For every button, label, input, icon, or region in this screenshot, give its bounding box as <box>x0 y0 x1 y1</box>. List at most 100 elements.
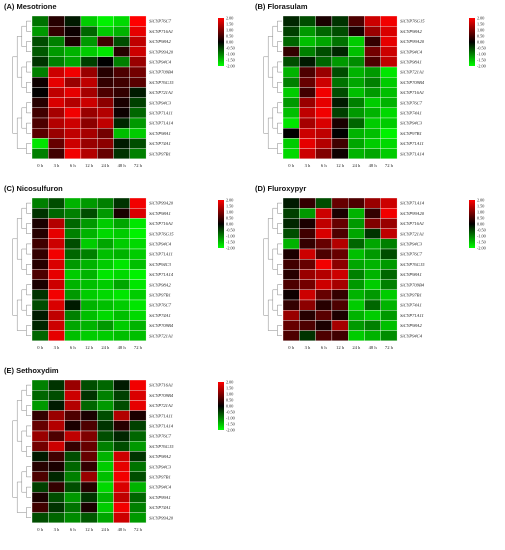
dendrogram-branch <box>26 507 31 518</box>
heatmap-cell <box>31 77 49 88</box>
heatmap-cell <box>348 208 365 219</box>
row-label: SiCYP76C7 <box>149 303 172 308</box>
dendrogram-branch <box>277 264 282 275</box>
heatmap-panel-b: (B) Florasulam SiCYP76G15 SiCYP98A2 SiCYP9… <box>255 2 505 182</box>
heatmap-cell <box>64 107 82 119</box>
heatmap-cell <box>364 289 381 301</box>
colorbar-tick-label: 1.50 <box>226 204 233 209</box>
heatmap-cell <box>97 471 114 483</box>
heatmap-cell <box>315 117 333 129</box>
heatmap-cell <box>64 492 82 503</box>
heatmap-cell <box>364 26 381 37</box>
row-label: SiCYP709B4 <box>400 282 425 287</box>
color-bar <box>218 382 224 430</box>
heatmap-cell <box>282 320 300 331</box>
column-label: 72 h <box>134 163 143 168</box>
heatmap-cell <box>80 410 98 421</box>
heatmap-cell <box>299 36 316 47</box>
heatmap-cell <box>364 269 381 280</box>
heatmap-cell <box>380 15 398 27</box>
heatmap-cell <box>129 148 147 159</box>
heatmap-cell <box>315 148 333 159</box>
heatmap-cell <box>64 400 82 411</box>
heatmap-cell <box>64 451 82 462</box>
heatmap-cell <box>331 218 349 229</box>
heatmap-cell <box>129 15 147 27</box>
heatmap-cell <box>348 77 365 88</box>
heatmap-cell <box>380 46 398 57</box>
column-label: 48 h <box>369 163 378 168</box>
heatmap-cell <box>331 238 349 250</box>
heatmap-panel-c: (C) Nicosulfuron SiCYP99A20 SiCYP98A1 SiCY… <box>4 184 254 364</box>
heatmap-cell <box>113 248 130 260</box>
heatmap-cell <box>129 379 147 391</box>
colorbar-tick-label: 1.00 <box>226 392 233 397</box>
column-label: 12 h <box>85 163 94 168</box>
heatmap-cell <box>129 97 147 108</box>
row-label: SiCYP71A11 <box>400 141 424 146</box>
heatmap-cell <box>348 299 365 311</box>
heatmap-cell <box>113 420 130 432</box>
heatmap-cell <box>80 248 98 260</box>
heatmap-cell <box>129 289 147 301</box>
heatmap-cell <box>113 512 130 523</box>
heatmap-cell <box>380 208 398 219</box>
heatmap-cell <box>64 56 82 68</box>
heatmap-cell <box>31 471 49 483</box>
heatmap-cell <box>31 502 49 513</box>
heatmap-cell <box>364 87 381 98</box>
heatmap-cell <box>64 87 82 98</box>
heatmap-cell <box>97 461 114 472</box>
dendrogram-branch <box>277 122 282 134</box>
heatmap-cell <box>129 310 147 321</box>
heatmap-cell <box>48 208 65 219</box>
heatmap-cell <box>64 77 82 88</box>
heatmap-cell <box>97 279 114 290</box>
heatmap-cell <box>97 441 114 452</box>
dendrogram-branch <box>272 25 278 47</box>
heatmap-cell <box>64 97 82 108</box>
heatmap-cell <box>282 36 300 47</box>
heatmap-cell <box>31 107 49 119</box>
colorbar-tick-label: 0.50 <box>226 216 233 221</box>
heatmap-cell <box>113 238 130 250</box>
heatmap-cell <box>97 238 114 250</box>
heatmap-cell <box>97 248 114 260</box>
heatmap-cell <box>48 269 65 280</box>
heatmap-cell <box>282 310 300 321</box>
heatmap-cell <box>113 208 130 219</box>
row-label: SiCYP721A1 <box>149 90 173 95</box>
heatmap-cell <box>348 279 365 290</box>
heatmap-cell <box>282 77 300 88</box>
heatmap-cell <box>31 117 49 129</box>
dendrogram-branch <box>26 264 31 275</box>
heatmap-cell <box>364 15 381 27</box>
column-label: 12 h <box>85 527 94 532</box>
heatmap-cell <box>64 259 82 270</box>
heatmap-cell <box>282 66 300 78</box>
heatmap-cell <box>299 238 316 250</box>
dendrogram-branch <box>277 82 282 93</box>
heatmap-cell <box>97 400 114 411</box>
heatmap-cell <box>97 128 114 139</box>
heatmap-cell <box>282 107 300 119</box>
dendrogram-branch <box>16 481 27 513</box>
dendrogram-branch <box>21 430 27 452</box>
heatmap-cell <box>331 97 349 108</box>
heatmap-cell <box>64 46 82 57</box>
heatmap-cell <box>299 97 316 108</box>
heatmap-cell <box>331 259 349 270</box>
column-label: 3 h <box>54 163 60 168</box>
heatmap-cell <box>315 128 333 139</box>
heatmap-cell <box>64 128 82 139</box>
heatmap-cell <box>97 97 114 108</box>
row-label: SiCYP74A1 <box>400 111 422 116</box>
dendrogram-branch <box>26 425 31 437</box>
colorbar-tick-label: -2.00 <box>226 64 235 69</box>
heatmap-cell <box>31 248 49 260</box>
heatmap-cell <box>129 56 147 68</box>
column-label: 0 h <box>37 345 43 350</box>
column-label: 24 h <box>352 345 361 350</box>
color-bar <box>469 18 475 66</box>
heatmap-cell <box>331 289 349 301</box>
